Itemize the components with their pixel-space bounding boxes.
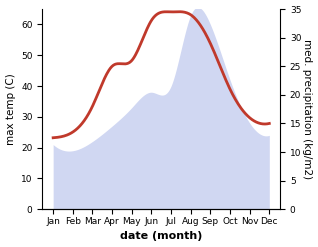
X-axis label: date (month): date (month) [120, 231, 203, 242]
Y-axis label: med. precipitation (kg/m2): med. precipitation (kg/m2) [302, 39, 313, 179]
Y-axis label: max temp (C): max temp (C) [5, 73, 16, 145]
